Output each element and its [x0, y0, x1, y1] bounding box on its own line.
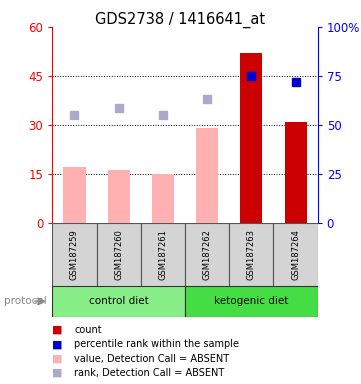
Bar — [284, 121, 306, 223]
Text: value, Detection Call = ABSENT: value, Detection Call = ABSENT — [74, 354, 229, 364]
Bar — [185, 286, 318, 317]
Text: GDS2738 / 1416641_at: GDS2738 / 1416641_at — [95, 12, 266, 28]
Bar — [52, 223, 97, 286]
Text: rank, Detection Call = ABSENT: rank, Detection Call = ABSENT — [74, 368, 224, 378]
Bar — [185, 223, 229, 286]
Bar — [52, 286, 185, 317]
Bar — [108, 170, 130, 223]
Bar — [229, 223, 274, 286]
Bar — [97, 223, 141, 286]
Bar — [196, 128, 218, 223]
Text: GSM187260: GSM187260 — [114, 229, 123, 280]
Text: GSM187263: GSM187263 — [247, 229, 256, 280]
Text: GSM187264: GSM187264 — [291, 229, 300, 280]
Text: protocol: protocol — [4, 296, 46, 306]
Text: count: count — [74, 325, 102, 335]
Text: GSM187259: GSM187259 — [70, 229, 79, 280]
Bar — [240, 53, 262, 223]
Bar — [274, 223, 318, 286]
Text: GSM187262: GSM187262 — [203, 229, 212, 280]
Text: ■: ■ — [52, 368, 63, 378]
Text: percentile rank within the sample: percentile rank within the sample — [74, 339, 239, 349]
Bar — [64, 167, 86, 223]
Text: GSM187261: GSM187261 — [158, 229, 168, 280]
Text: ■: ■ — [52, 325, 63, 335]
Text: ketogenic diet: ketogenic diet — [214, 296, 288, 306]
Text: ■: ■ — [52, 354, 63, 364]
Bar — [152, 174, 174, 223]
Bar — [141, 223, 185, 286]
Text: control diet: control diet — [89, 296, 149, 306]
Text: ■: ■ — [52, 339, 63, 349]
